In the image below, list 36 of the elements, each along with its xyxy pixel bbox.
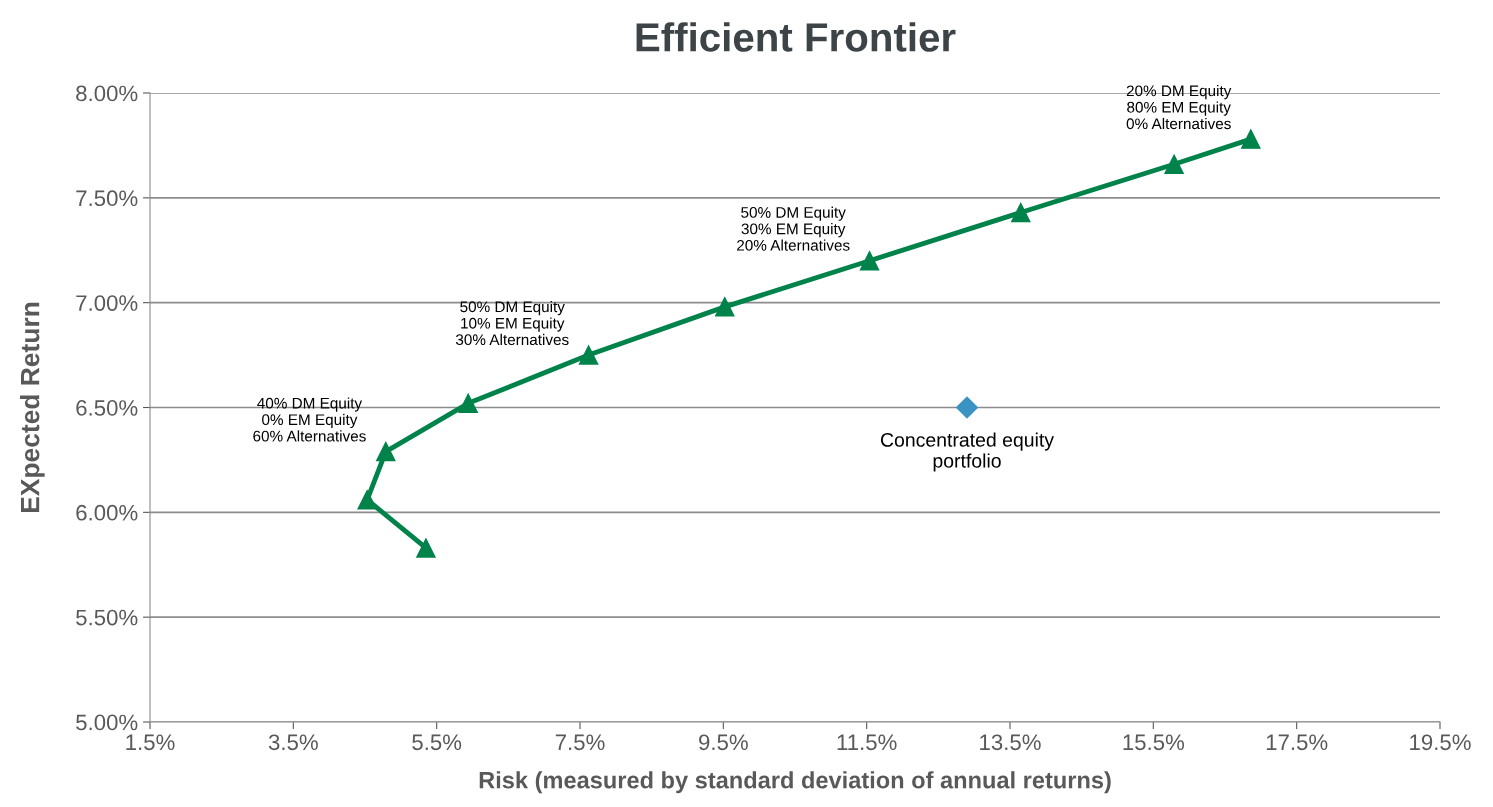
annotation: 40% DM Equity 0% EM Equity 60% Alternatives [253, 397, 366, 442]
point [859, 251, 880, 271]
point [357, 490, 377, 510]
y-axis-title: EXpected Return [20, 302, 45, 513]
y-tick-label: 5.00% [76, 714, 138, 731]
x-tick-label: 9.5% [699, 734, 748, 751]
x-tick-label: 1.5% [126, 734, 175, 751]
point [458, 393, 478, 414]
point [956, 396, 978, 419]
x-tick-label: 15.5% [1123, 734, 1185, 751]
x-tick-label: 11.5% [837, 734, 897, 751]
point [416, 538, 436, 558]
annotation: 20% DM Equity 80% EM Equity 0% Alternatives [1126, 84, 1232, 130]
point [376, 441, 396, 462]
annotation: 50% DM Equity 30% EM Equity 20% Alternatives [737, 206, 850, 251]
x-tick-label: 7.5% [555, 734, 605, 751]
x-tick-label: 5.5% [412, 734, 462, 751]
y-tick-label: 7.00% [76, 295, 138, 311]
y-tick-label: 7.50% [76, 190, 138, 207]
y-tick-label: 8.00% [76, 85, 138, 102]
point [578, 345, 599, 365]
x-axis-title: Risk (measured by standard deviation of annual returns) [479, 771, 1111, 794]
x-tick-label: 19.5% [1410, 734, 1471, 751]
x-tick-label: 3.5% [268, 734, 318, 751]
y-tick-label: 6.00% [76, 504, 138, 521]
x-tick-label: 17.5% [1266, 734, 1328, 751]
point [1164, 154, 1184, 175]
y-tick-label: 6.50% [76, 400, 138, 416]
chart-title: Efficient Frontier [636, 22, 956, 52]
y-tick-label: 5.50% [76, 609, 138, 626]
point [1241, 129, 1261, 149]
annotation: 50% DM Equity 10% EM Equity 30% Alternatives [455, 300, 569, 346]
point [715, 297, 735, 317]
point [1011, 202, 1031, 223]
series-label: Concentrated equity portfolio [880, 432, 1054, 472]
x-tick-label: 13.5% [980, 734, 1041, 751]
